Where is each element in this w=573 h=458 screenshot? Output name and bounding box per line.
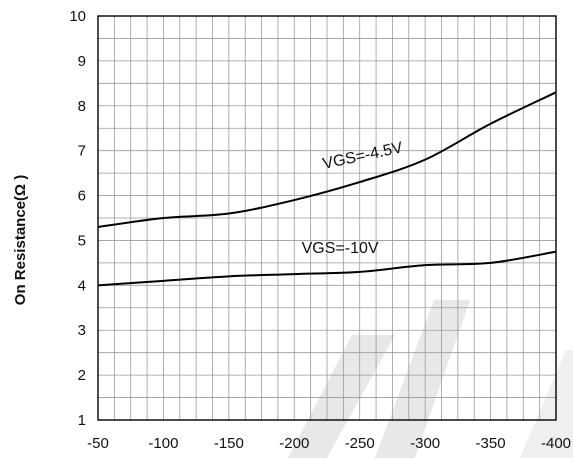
y-tick-label: 5 [78, 232, 86, 249]
y-tick-label: 7 [78, 143, 86, 160]
x-tick-label: -300 [410, 435, 440, 452]
y-tick-label: 4 [78, 277, 86, 294]
y-tick-label: 1 [78, 412, 86, 429]
x-tick-label: -200 [279, 435, 309, 452]
x-tick-label: -350 [476, 435, 506, 452]
series-line-1 [97, 250, 557, 287]
plot-frame [97, 15, 557, 421]
axes [97, 15, 557, 421]
x-tick-label: -50 [87, 435, 109, 452]
tick-labels: -50 -100 -150 -200 -250 -300 -350 -400 1 2 3 4 5 6 7 8 9… [69, 8, 571, 452]
grid [97, 15, 557, 421]
x-tick-label: -100 [148, 435, 178, 452]
y-tick-label: 10 [69, 8, 86, 25]
x-tick-label: -250 [345, 435, 375, 452]
series-lines [97, 91, 557, 287]
y-tick-label: 8 [78, 98, 86, 115]
y-axis-label: On Resistance(Ω ) [12, 175, 29, 305]
series-line-0 [97, 91, 557, 228]
y-tick-label: 3 [78, 322, 86, 339]
x-tick-label: -150 [214, 435, 244, 452]
y-tick-label: 9 [78, 53, 86, 70]
watermark [288, 300, 573, 458]
x-tick-label: -400 [541, 435, 571, 452]
series-label-vgs-10v: VGS=-10V [302, 240, 379, 257]
y-tick-label: 2 [78, 367, 86, 384]
y-tick-label: 6 [78, 188, 86, 205]
